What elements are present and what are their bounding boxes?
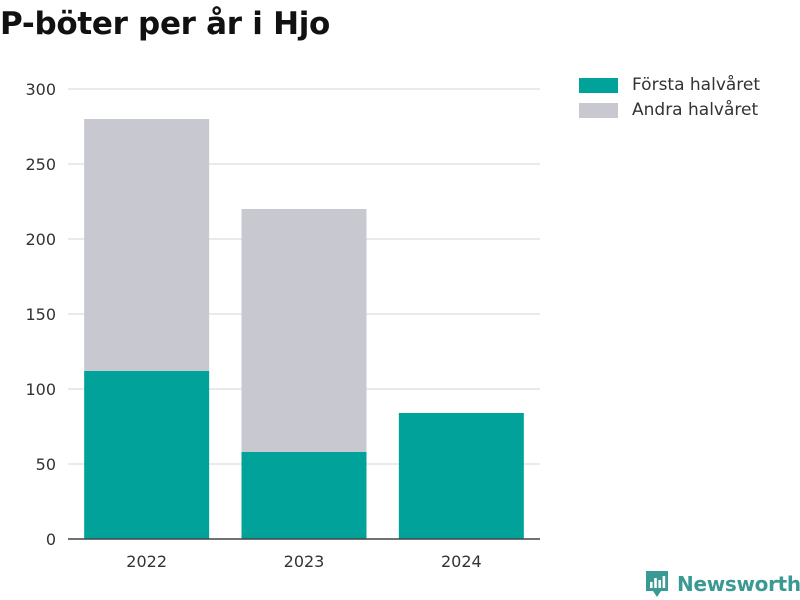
y-tick-label: 200	[25, 230, 56, 249]
y-tick-label: 100	[25, 380, 56, 399]
legend-label: Andra halvåret	[632, 100, 759, 120]
x-tick-label: 2022	[126, 552, 167, 571]
bar-first-half-2022	[84, 371, 210, 539]
legend: Första halvåret Andra halvåret	[579, 74, 760, 124]
chart-title: P-böter per år i Hjo	[0, 6, 331, 42]
bar-first-half-2023	[241, 452, 367, 539]
newsworthy-logo-icon	[646, 571, 668, 597]
legend-swatch-first-half	[579, 77, 618, 93]
legend-item-second-half[interactable]: Andra halvåret	[579, 99, 760, 121]
brand-name: Newsworthy	[677, 572, 800, 596]
bars	[84, 119, 524, 539]
y-tick-label: 250	[25, 155, 56, 174]
bar-first-half-2024	[398, 413, 524, 539]
y-tick-label: 150	[25, 305, 56, 324]
bar-second-half-2023	[241, 209, 367, 452]
y-tick-label: 0	[46, 530, 56, 549]
x-tick-label: 2024	[441, 552, 482, 571]
legend-swatch-second-half	[579, 102, 618, 118]
legend-item-first-half[interactable]: Första halvåret	[579, 74, 760, 96]
newsworthy-brand: Newsworthy	[644, 569, 800, 599]
x-tick-label: 2023	[284, 552, 325, 571]
legend-label: Första halvåret	[632, 75, 761, 95]
y-tick-label: 50	[36, 455, 56, 474]
axes: 0 50 100 150 200 250 300 2022 2023 2024	[25, 80, 540, 571]
y-tick-label: 300	[25, 80, 56, 99]
bar-second-half-2022	[84, 119, 210, 371]
